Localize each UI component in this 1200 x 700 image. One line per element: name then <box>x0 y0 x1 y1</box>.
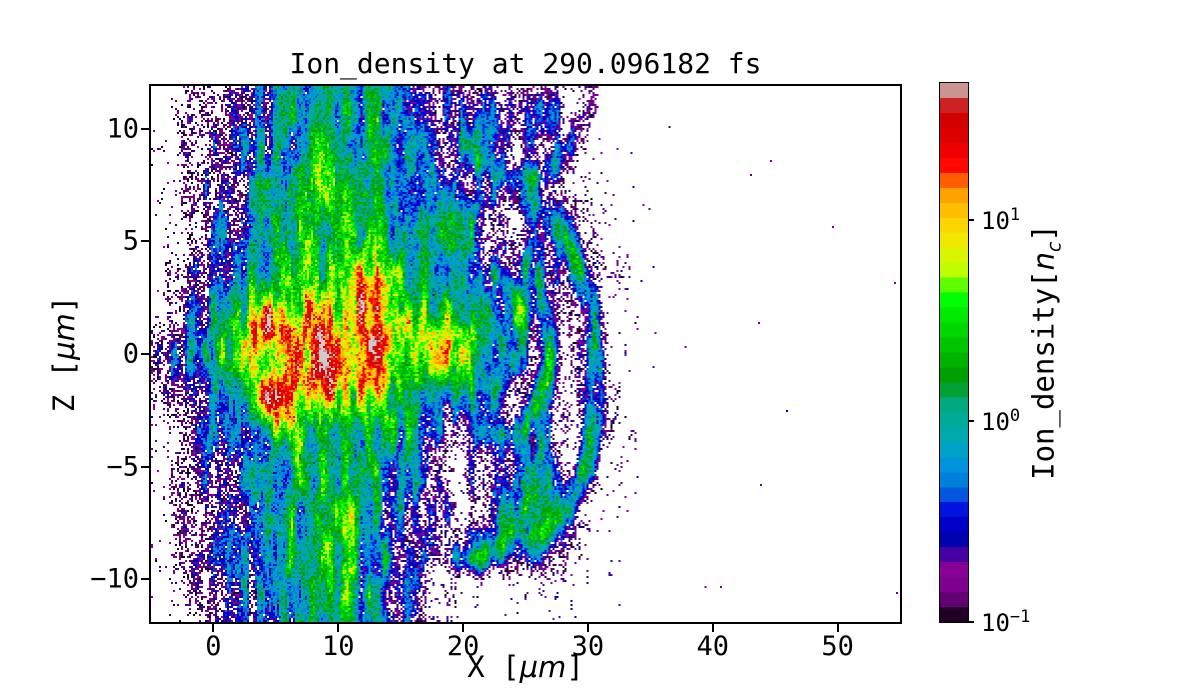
colorbar-tick-label: 101 <box>981 204 1021 235</box>
y-tick-mark <box>141 127 149 130</box>
colorbar-tick-label: 100 <box>981 405 1021 436</box>
plot-area <box>149 84 902 624</box>
x-tick-mark <box>212 624 215 632</box>
x-tick-label: 0 <box>205 631 222 662</box>
y-axis-label-pre: Z [ <box>47 359 81 413</box>
y-tick-label: 0 <box>122 338 139 370</box>
x-axis-label-unit: μm <box>519 650 567 684</box>
heatmap-canvas <box>151 86 900 622</box>
colorbar-tick-label: 10−1 <box>981 607 1031 637</box>
x-tick-label: 40 <box>696 631 730 662</box>
x-tick-label: 50 <box>821 631 854 662</box>
y-tick-mark <box>141 465 149 468</box>
x-tick-label: 10 <box>321 631 355 662</box>
x-axis-label: X [μm] <box>151 650 900 684</box>
y-tick-label: 5 <box>122 225 139 257</box>
x-tick-mark <box>337 624 340 632</box>
x-tick-label: 30 <box>571 631 605 662</box>
x-tick-mark <box>836 624 839 632</box>
colorbar-label-symbol: n <box>1026 251 1061 271</box>
x-tick-label: 20 <box>446 631 480 662</box>
colorbar-tick-mark <box>968 419 974 422</box>
y-axis-label-unit: μm <box>47 313 81 360</box>
y-tick-label: 10 <box>106 113 139 145</box>
x-tick-mark <box>711 624 714 632</box>
x-tick-mark <box>586 624 589 632</box>
y-axis-label: Z [μm] <box>47 296 81 413</box>
x-axis-label-pre: X [ <box>467 650 520 684</box>
y-tick-mark <box>141 353 149 355</box>
colorbar-label: Ion_density[nc] <box>1027 224 1066 480</box>
colorbar-label-pre: Ion_density[ <box>1026 270 1061 480</box>
colorbar-label-post: ] <box>1026 224 1061 242</box>
plot-title: Ion_density at 290.096182 fs <box>289 47 762 80</box>
y-tick-mark <box>141 240 149 243</box>
colorbar-tick-mark <box>968 218 974 221</box>
x-tick-mark <box>462 624 465 632</box>
y-tick-label: −10 <box>90 563 139 595</box>
colorbar-label-subscript: c <box>1044 241 1066 252</box>
y-tick-mark <box>141 578 149 581</box>
y-axis-label-post: ] <box>47 295 81 314</box>
y-tick-label: −5 <box>106 451 139 483</box>
x-axis-label-post: ] <box>566 650 584 684</box>
colorbar-gradient <box>940 83 968 622</box>
colorbar-tick-mark <box>968 621 974 623</box>
colorbar <box>939 82 969 623</box>
